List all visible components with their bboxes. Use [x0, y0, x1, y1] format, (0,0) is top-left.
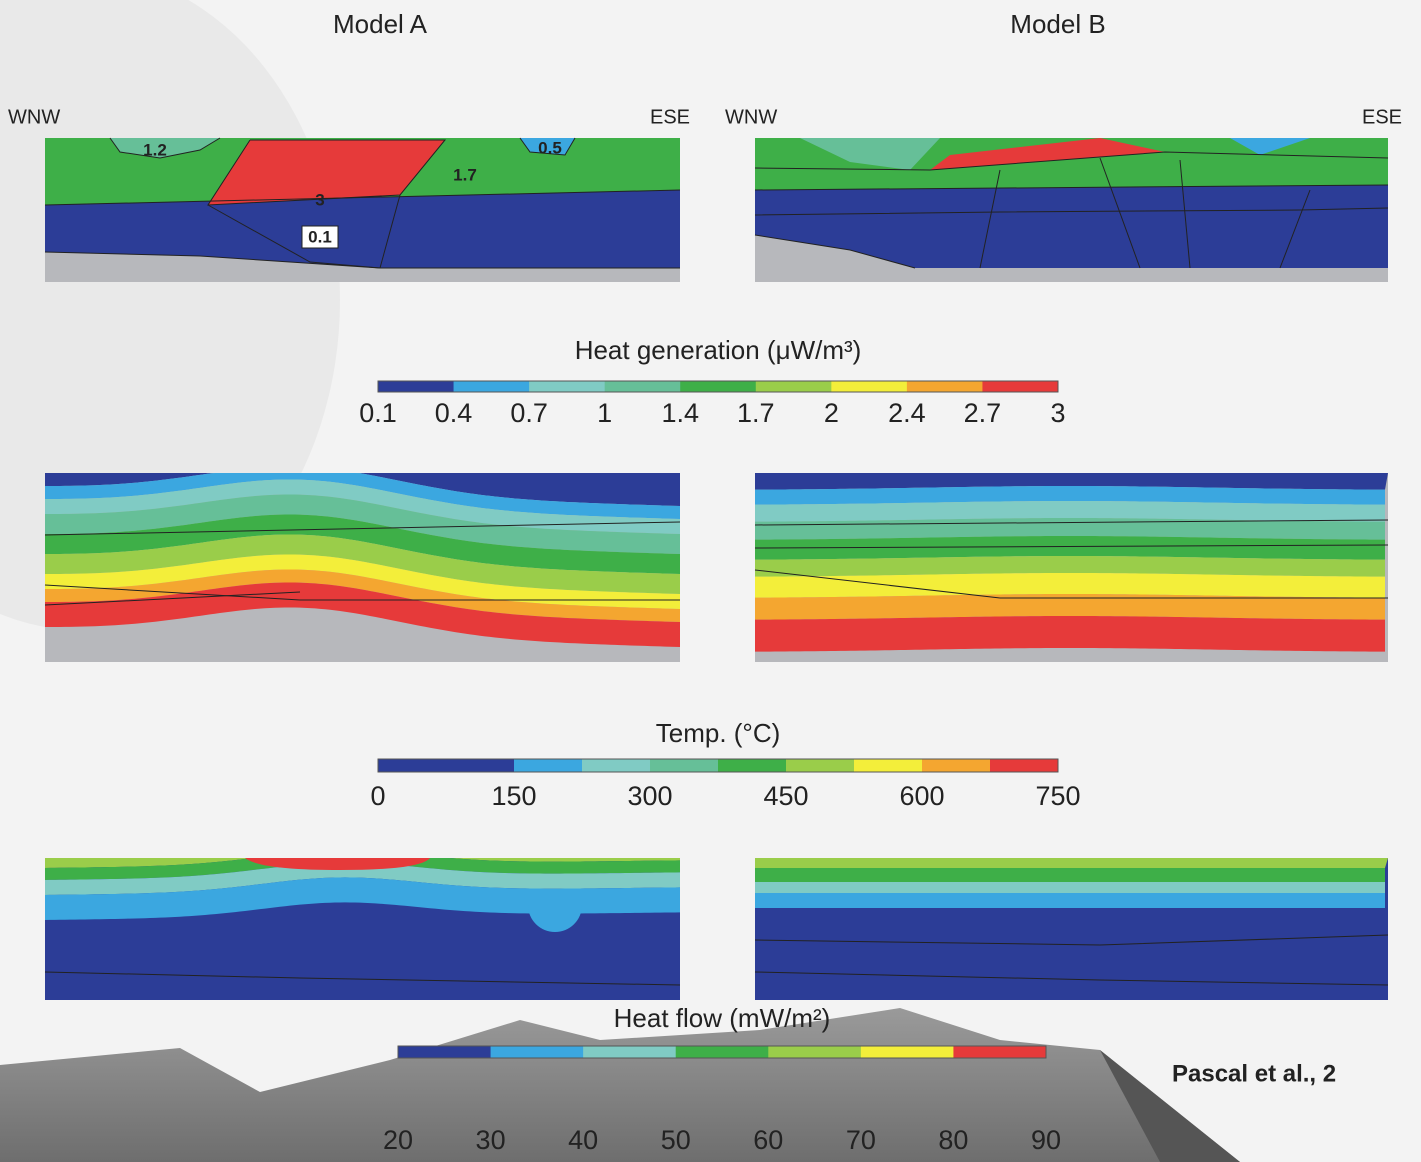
- colorbar-segment: [582, 759, 651, 772]
- colorbar-segment: [831, 381, 907, 392]
- colorbar-segment: [676, 1046, 769, 1058]
- colorbar-tick-label: 2.4: [888, 398, 926, 428]
- orientation: WNW: [725, 106, 777, 128]
- colorbar-segment: [756, 381, 832, 392]
- colorbar-segment: [446, 759, 515, 772]
- colorbar-segment: [861, 1046, 954, 1058]
- heat-generation-panel: [45, 138, 680, 282]
- model-title: Model A: [333, 9, 428, 39]
- colorbar-tick-label: 3: [1050, 398, 1065, 428]
- colorbar-title: Heat flow (mW/m²): [614, 1003, 831, 1033]
- colorbar-segment: [982, 381, 1058, 392]
- colorbar-tick-label: 600: [899, 781, 944, 811]
- region-label: 1.2: [143, 140, 167, 159]
- colorbar-tick-label: 450: [763, 781, 808, 811]
- colorbar-tick-label: 1.4: [661, 398, 699, 428]
- colorbar-tick-label: 150: [491, 781, 536, 811]
- page: Model A Model B WNW ESE WNW ESE 1.2 3 1.…: [0, 0, 1421, 1162]
- region-label: 3: [315, 190, 324, 209]
- colorbar-tick-label: 1.7: [737, 398, 775, 428]
- colorbar-tick-label: 2: [824, 398, 839, 428]
- colorbar-tick-label: 50: [661, 1125, 691, 1155]
- colorbar-segment: [378, 381, 454, 392]
- colorbar-tick-label: 2.7: [964, 398, 1002, 428]
- layer: [755, 868, 1385, 882]
- colorbar-segment: [680, 381, 756, 392]
- colorbar-segment: [953, 1046, 1046, 1058]
- figure: Model A Model B WNW ESE WNW ESE 1.2 3 1.…: [0, 0, 1421, 1162]
- layer: [755, 573, 1385, 598]
- colorbar-segment: [605, 381, 681, 392]
- colorbar-tick-label: 0.1: [359, 398, 397, 428]
- colorbar-segment: [491, 1046, 584, 1058]
- colorbar-title: Temp. (°C): [656, 718, 781, 748]
- colorbar-segment: [454, 381, 530, 392]
- heat-generation-panel: [755, 138, 1388, 282]
- orientation: ESE: [1362, 106, 1402, 128]
- colorbar-segment: [922, 759, 991, 772]
- colorbar-segment: [990, 759, 1059, 772]
- layer: [755, 893, 1385, 908]
- colorbar-segment: [583, 1046, 676, 1058]
- colorbar-segment: [398, 1046, 491, 1058]
- colorbar-tick-label: 300: [627, 781, 672, 811]
- colorbar-tick-label: 750: [1035, 781, 1080, 811]
- colorbar-tick-label: 60: [753, 1125, 783, 1155]
- region-label: 1.7: [453, 165, 477, 184]
- model-title: Model B: [1010, 9, 1105, 39]
- colorbar-tick-label: 0: [370, 781, 385, 811]
- layer: [755, 616, 1385, 652]
- colorbar-segment: [378, 759, 447, 772]
- region-label: 0.1: [308, 227, 332, 246]
- region-label: 0.5: [538, 138, 562, 157]
- colorbar-tick-label: 0.7: [510, 398, 548, 428]
- orientation: WNW: [8, 106, 60, 128]
- colorbar-tick-label: 90: [1031, 1125, 1061, 1155]
- colorbar-segment: [768, 1046, 861, 1058]
- colorbar-segment: [529, 381, 605, 392]
- colorbar-segment: [907, 381, 983, 392]
- colorbar-tick-label: 80: [938, 1125, 968, 1155]
- colorbar-title: Heat generation (μW/m³): [575, 335, 862, 365]
- colorbar-tick-label: 30: [476, 1125, 506, 1155]
- colorbar-tick-label: 40: [568, 1125, 598, 1155]
- colorbar-tick-label: 70: [846, 1125, 876, 1155]
- orientation: ESE: [650, 106, 690, 128]
- layer: [755, 858, 1388, 868]
- colorbar-segment: [718, 759, 787, 772]
- colorbar-tick-label: 1: [597, 398, 612, 428]
- citation: Pascal et al., 2: [1172, 1060, 1336, 1087]
- colorbar-tick-label: 0.4: [435, 398, 473, 428]
- colorbar-segment: [650, 759, 719, 772]
- colorbar-segment: [514, 759, 583, 772]
- colorbar-segment: [854, 759, 923, 772]
- colorbar-tick-label: 20: [383, 1125, 413, 1155]
- layer: [755, 882, 1385, 893]
- colorbar-segment: [786, 759, 855, 772]
